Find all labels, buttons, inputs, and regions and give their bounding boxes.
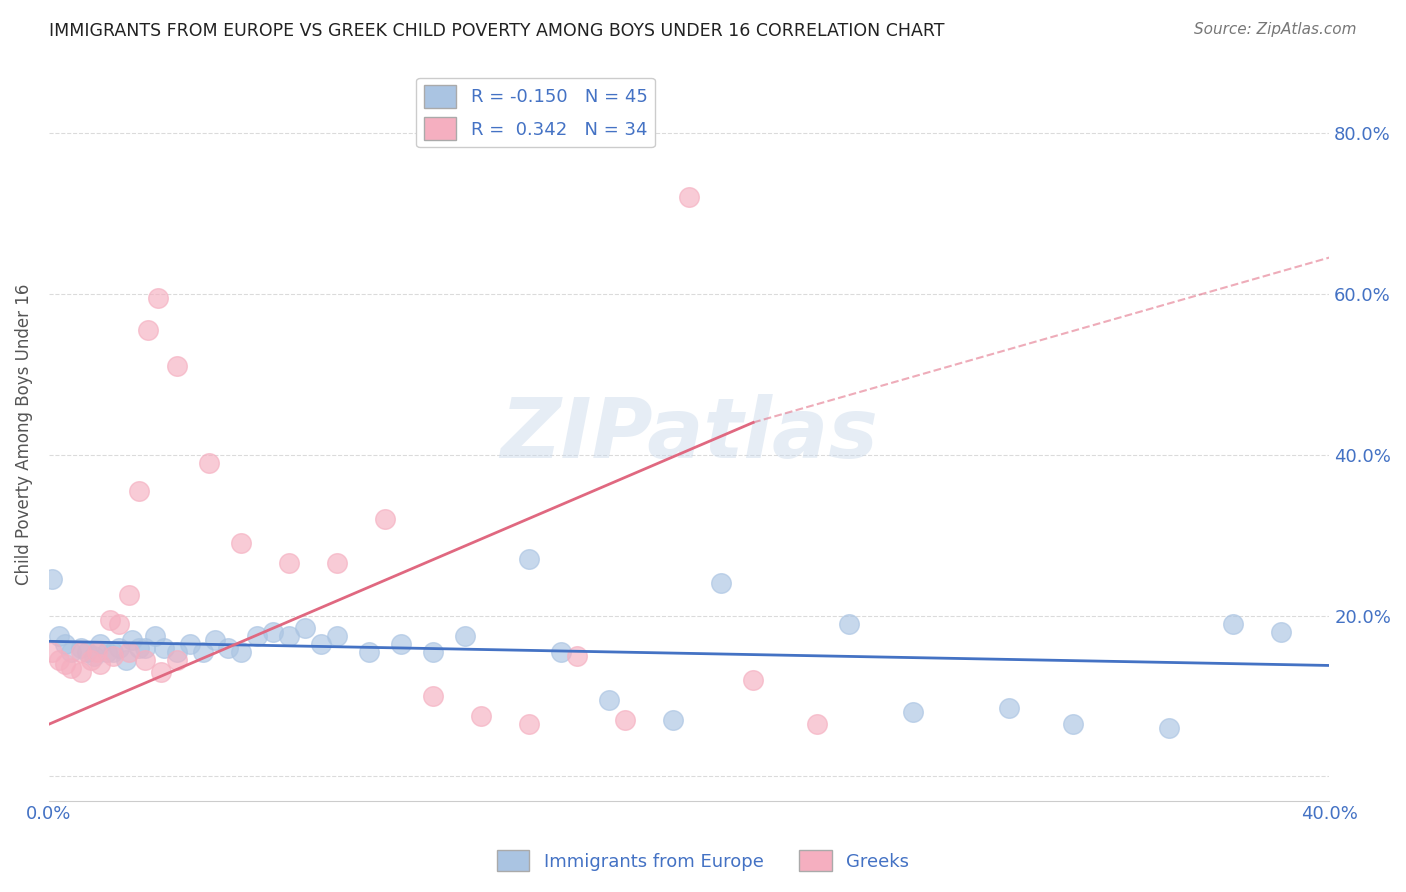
Point: [229, 645, 252, 659]
Point: [53, 657, 76, 671]
Point: [134, 640, 156, 655]
Point: [1222, 616, 1244, 631]
Point: [166, 645, 188, 659]
Point: [114, 653, 136, 667]
Point: [517, 717, 540, 731]
Point: [470, 709, 492, 723]
Point: [89, 657, 111, 671]
Point: [76, 645, 98, 659]
Point: [838, 616, 860, 631]
Point: [48, 629, 70, 643]
Point: [128, 483, 150, 498]
Point: [229, 536, 252, 550]
Point: [710, 576, 733, 591]
Point: [153, 640, 176, 655]
Text: ZIPatlas: ZIPatlas: [501, 394, 879, 475]
Point: [118, 589, 141, 603]
Point: [294, 621, 316, 635]
Point: [806, 717, 828, 731]
Point: [614, 713, 637, 727]
Point: [454, 629, 477, 643]
Point: [550, 645, 572, 659]
Point: [191, 645, 214, 659]
Point: [179, 637, 201, 651]
Text: IMMIGRANTS FROM EUROPE VS GREEK CHILD POVERTY AMONG BOYS UNDER 16 CORRELATION CH: IMMIGRANTS FROM EUROPE VS GREEK CHILD PO…: [49, 22, 945, 40]
Point: [108, 616, 131, 631]
Text: Source: ZipAtlas.com: Source: ZipAtlas.com: [1194, 22, 1357, 37]
Point: [326, 556, 349, 570]
Point: [422, 645, 444, 659]
Point: [217, 640, 239, 655]
Point: [70, 665, 93, 679]
Point: [998, 701, 1021, 715]
Point: [204, 632, 226, 647]
Point: [374, 512, 396, 526]
Point: [118, 645, 141, 659]
Point: [198, 456, 221, 470]
Point: [662, 713, 685, 727]
Point: [134, 653, 156, 667]
Point: [598, 693, 620, 707]
Point: [146, 291, 169, 305]
Point: [309, 637, 332, 651]
Point: [517, 552, 540, 566]
Point: [901, 705, 924, 719]
Point: [70, 640, 93, 655]
Point: [262, 624, 284, 639]
Point: [1062, 717, 1084, 731]
Point: [128, 640, 150, 655]
Point: [70, 645, 93, 659]
Legend: Immigrants from Europe, Greeks: Immigrants from Europe, Greeks: [489, 843, 917, 879]
Point: [101, 645, 124, 659]
Point: [326, 629, 349, 643]
Point: [166, 359, 188, 374]
Point: [1159, 721, 1181, 735]
Point: [98, 613, 121, 627]
Point: [41, 573, 63, 587]
Point: [89, 637, 111, 651]
Point: [121, 632, 143, 647]
Point: [86, 645, 108, 659]
Point: [278, 629, 301, 643]
Point: [246, 629, 269, 643]
Point: [742, 673, 765, 687]
Point: [278, 556, 301, 570]
Point: [60, 661, 83, 675]
Point: [101, 648, 124, 663]
Point: [1270, 624, 1292, 639]
Point: [565, 648, 588, 663]
Point: [83, 648, 105, 663]
Point: [166, 653, 188, 667]
Point: [143, 629, 166, 643]
Point: [389, 637, 412, 651]
Point: [79, 653, 101, 667]
Point: [96, 645, 118, 659]
Point: [108, 640, 131, 655]
Point: [422, 689, 444, 703]
Point: [150, 665, 173, 679]
Legend: R = -0.150   N = 45, R =  0.342   N = 34: R = -0.150 N = 45, R = 0.342 N = 34: [416, 78, 655, 147]
Point: [357, 645, 380, 659]
Y-axis label: Child Poverty Among Boys Under 16: Child Poverty Among Boys Under 16: [15, 284, 32, 585]
Point: [678, 190, 700, 204]
Point: [48, 653, 70, 667]
Point: [60, 645, 83, 659]
Point: [136, 323, 159, 337]
Point: [53, 637, 76, 651]
Point: [41, 645, 63, 659]
